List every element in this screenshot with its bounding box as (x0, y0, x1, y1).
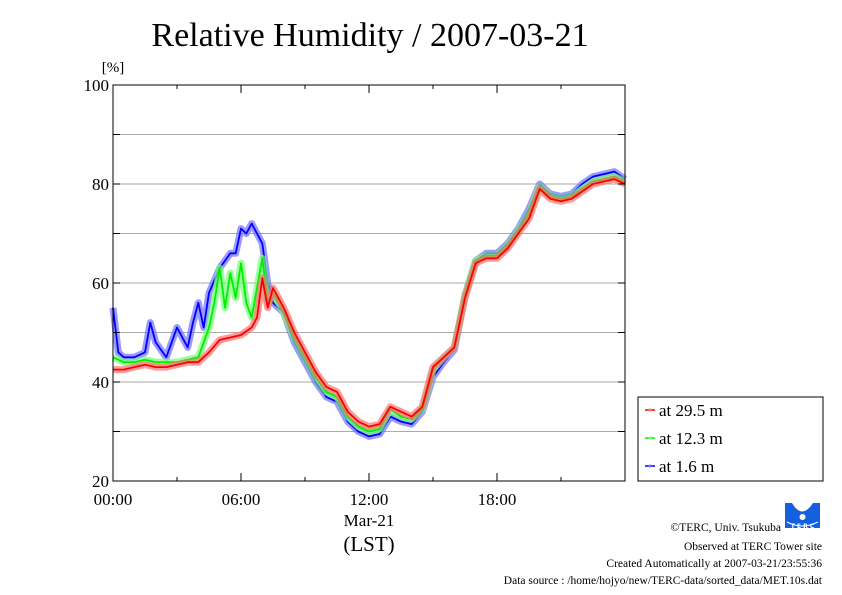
terc-logo: T E R C (785, 503, 820, 530)
series-line-1 (112, 175, 626, 433)
series-halo-1 (111, 173, 627, 435)
series-group (109, 168, 628, 440)
legend-marker (648, 436, 652, 440)
axis-ticks: 20 40 60 80 100 00:00 06:00 12:00 18:00 (84, 76, 625, 509)
legend-label: at 12.3 m (659, 429, 723, 448)
observed-text: Observed at TERC Tower site (684, 541, 822, 553)
source-text: Data source : /home/hojyo/new/TERC-data/… (504, 575, 823, 587)
series-line-0 (113, 178, 626, 428)
legend: at 29.5 m at 12.3 m at 1.6 m (637, 396, 824, 482)
series-halo-2 (109, 168, 628, 440)
grid (113, 134, 625, 432)
y-tick-label: 40 (92, 373, 109, 392)
y-tick-label: 60 (92, 274, 109, 293)
chart-title: Relative Humidity / 2007-03-21 (151, 17, 588, 54)
x-axis-date-label: Mar-21 (344, 511, 395, 530)
logo-text: T E R C (791, 523, 815, 530)
series-halo-0 (113, 175, 627, 431)
legend-marker (648, 464, 652, 468)
legend-label: at 1.6 m (659, 457, 714, 476)
series-line-2 (112, 170, 626, 438)
y-axis-label: [%] (102, 60, 125, 76)
x-tick-label: 00:00 (94, 490, 133, 509)
x-tick-label: 12:00 (350, 490, 389, 509)
x-axis-label: (LST) (343, 532, 394, 556)
y-tick-label: 80 (92, 175, 109, 194)
created-text: Created Automatically at 2007-03-21/23:5… (606, 558, 822, 570)
legend-marker (648, 408, 652, 412)
y-tick-label: 20 (92, 472, 109, 491)
y-tick-label: 100 (84, 76, 110, 95)
copyright-text: ©TERC, Univ. Tsukuba (671, 522, 781, 534)
legend-label: at 29.5 m (659, 401, 723, 420)
x-tick-label: 18:00 (478, 490, 517, 509)
x-tick-label: 06:00 (222, 490, 261, 509)
